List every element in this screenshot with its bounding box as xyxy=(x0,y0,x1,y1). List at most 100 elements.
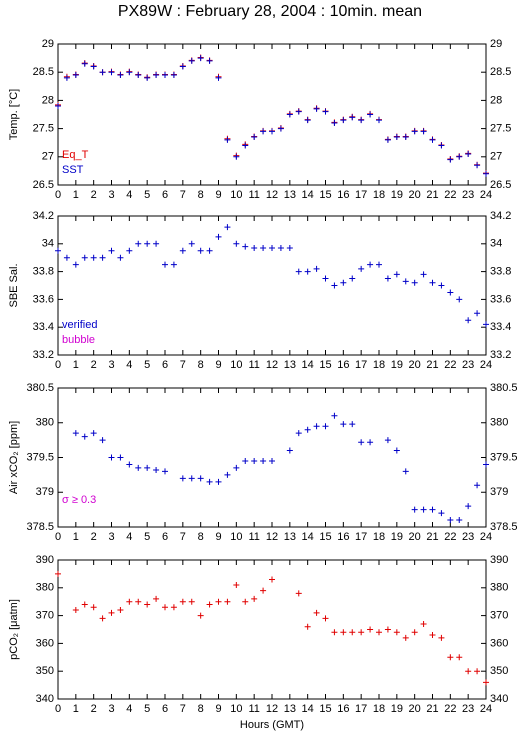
data-point xyxy=(135,598,142,605)
data-point xyxy=(411,506,418,513)
data-point xyxy=(304,268,311,275)
data-point xyxy=(215,598,222,605)
x-tick-label: 15 xyxy=(319,531,331,543)
x-tick-label: 6 xyxy=(162,531,168,543)
x-tick-label: 0 xyxy=(55,703,61,715)
data-point xyxy=(376,117,382,124)
y-tick-label: 390 xyxy=(490,554,508,566)
data-point xyxy=(197,55,204,62)
data-point xyxy=(411,128,418,135)
data-point xyxy=(233,153,240,160)
data-point xyxy=(438,142,445,149)
data-point xyxy=(81,433,88,440)
data-point xyxy=(367,261,374,268)
y-tick-label: 378.5 xyxy=(490,521,518,533)
y-tick-label: 380 xyxy=(36,582,54,594)
x-tick-label: 15 xyxy=(319,359,331,371)
data-point xyxy=(206,478,213,485)
data-point xyxy=(242,142,249,149)
x-tick-label: 24 xyxy=(480,531,492,543)
data-point xyxy=(72,430,79,437)
y-tick-label: 379 xyxy=(36,486,54,498)
data-point xyxy=(108,69,115,76)
y-tick-label: 379 xyxy=(490,486,508,498)
x-tick-label: 11 xyxy=(248,703,259,715)
data-point xyxy=(206,601,213,608)
y-axis-label: SBE Sal. xyxy=(8,263,20,307)
data-point xyxy=(393,629,400,636)
data-point xyxy=(179,247,186,254)
y-tick-label: 34 xyxy=(42,238,54,250)
data-point xyxy=(438,634,445,641)
y-tick-label: 28 xyxy=(490,94,502,106)
x-tick-label: 7 xyxy=(180,703,186,715)
data-point xyxy=(411,629,418,636)
data-point xyxy=(483,461,489,468)
data-point xyxy=(295,590,302,597)
data-point xyxy=(465,503,472,510)
y-tick-label: 379.5 xyxy=(490,451,518,463)
y-tick-label: 380 xyxy=(490,417,508,429)
x-tick-label: 12 xyxy=(266,359,278,371)
data-point xyxy=(384,136,391,143)
y-tick-label: 370 xyxy=(490,610,508,622)
data-point xyxy=(331,119,338,126)
data-point xyxy=(81,60,88,67)
x-tick-label: 8 xyxy=(198,359,204,371)
data-point xyxy=(447,654,454,661)
y-tick-label: 28 xyxy=(42,94,54,106)
x-tick-label: 4 xyxy=(126,531,132,543)
x-tick-label: 19 xyxy=(391,703,403,715)
data-point xyxy=(215,74,222,81)
data-point xyxy=(153,595,160,602)
data-point xyxy=(179,598,186,605)
data-point xyxy=(251,595,258,602)
data-point xyxy=(90,254,97,261)
data-point xyxy=(188,475,195,482)
data-point xyxy=(358,629,365,636)
data-point xyxy=(197,475,204,482)
data-point xyxy=(349,629,356,636)
y-tick-label: 360 xyxy=(490,637,508,649)
data-point xyxy=(367,626,374,633)
data-point xyxy=(393,134,400,141)
x-tick-label: 5 xyxy=(144,531,150,543)
x-tick-label: 2 xyxy=(91,189,97,201)
x-tick-label: 23 xyxy=(462,189,474,201)
data-point xyxy=(474,162,481,169)
data-point xyxy=(117,254,124,261)
data-point xyxy=(295,268,302,275)
data-point xyxy=(474,668,481,675)
x-tick-label: 6 xyxy=(162,359,168,371)
x-tick-label: 10 xyxy=(230,189,242,201)
data-point xyxy=(286,244,293,251)
data-point xyxy=(376,629,382,636)
data-point xyxy=(420,620,427,627)
data-point xyxy=(233,464,240,471)
y-tick-label: 33.6 xyxy=(490,293,511,305)
x-tick-label: 17 xyxy=(355,359,367,371)
x-tick-label: 11 xyxy=(248,531,259,543)
x-tick-label: 12 xyxy=(266,703,278,715)
data-point xyxy=(322,423,329,430)
data-point xyxy=(483,170,489,177)
data-point xyxy=(144,74,151,81)
data-point xyxy=(215,233,222,240)
y-tick-label: 33.8 xyxy=(490,266,511,278)
data-point xyxy=(295,430,302,437)
x-tick-label: 20 xyxy=(409,703,421,715)
data-point xyxy=(108,609,115,616)
y-tick-label: 340 xyxy=(490,693,508,705)
data-point xyxy=(251,457,258,464)
data-point xyxy=(384,626,391,633)
data-point xyxy=(447,517,454,524)
x-tick-label: 12 xyxy=(266,531,278,543)
x-tick-label: 20 xyxy=(409,189,421,201)
data-point xyxy=(153,467,160,474)
y-tick-label: 28.5 xyxy=(490,66,511,78)
data-point xyxy=(126,247,133,254)
data-point xyxy=(295,108,302,115)
x-tick-label: 23 xyxy=(462,531,474,543)
data-point xyxy=(260,457,267,464)
data-point xyxy=(251,134,258,141)
